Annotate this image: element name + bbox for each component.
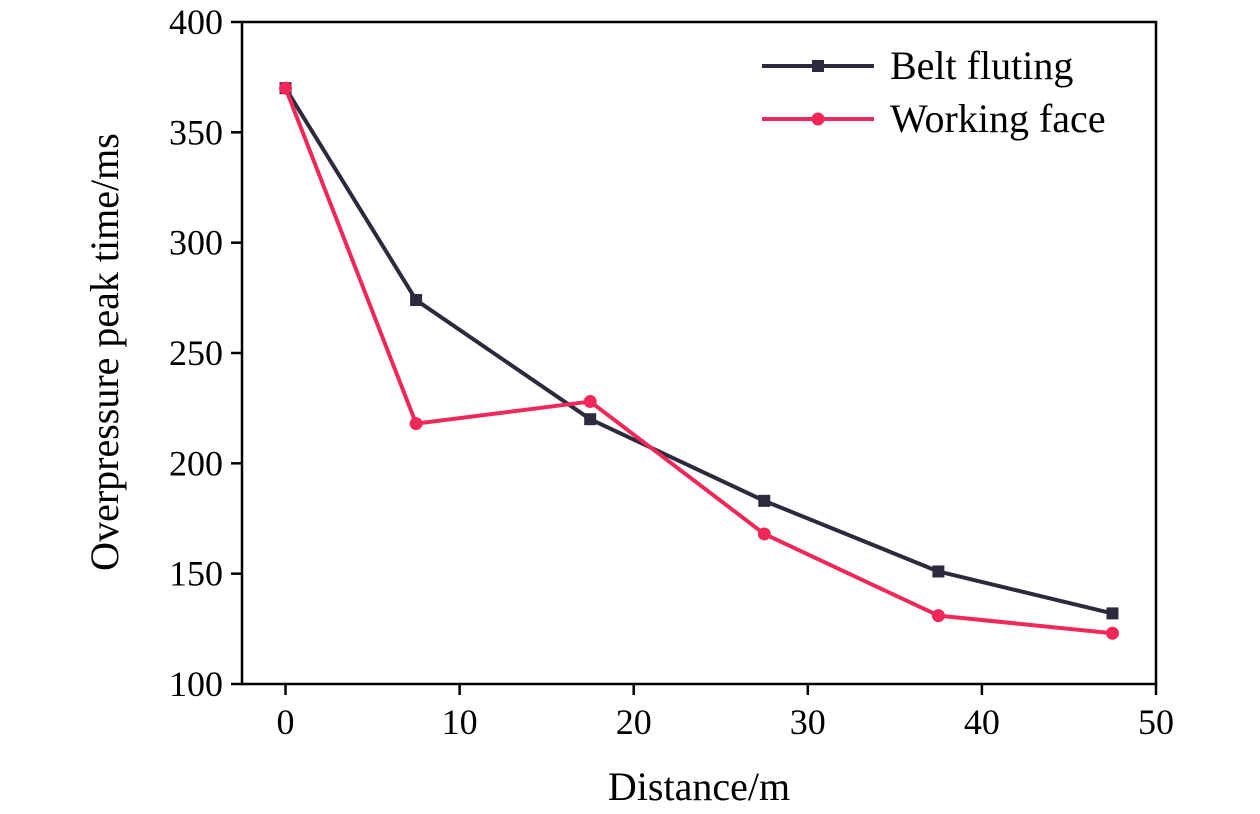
- y-tick-label: 250: [169, 333, 223, 373]
- legend-swatch-marker: [812, 60, 824, 72]
- legend-swatch-marker: [811, 112, 825, 126]
- y-axis-title: Overpressure peak time/ms: [82, 133, 127, 571]
- data-point: [410, 294, 423, 307]
- legend-label: Belt fluting: [890, 43, 1073, 88]
- y-axis: 100 150 200 250 300 350 400: [169, 2, 242, 704]
- legend-item: Belt fluting: [762, 43, 1073, 88]
- y-tick-label: 350: [169, 112, 223, 152]
- y-tick-label: 200: [169, 443, 223, 483]
- y-tick-label: 400: [169, 2, 223, 42]
- x-axis: 0 10 20 30 40 50: [277, 684, 1174, 742]
- x-tick-label: 50: [1138, 702, 1174, 742]
- x-axis-title: Distance/m: [608, 764, 790, 809]
- x-tick-label: 40: [964, 702, 1000, 742]
- x-tick-label: 10: [442, 702, 478, 742]
- series-line: [283, 87, 1113, 636]
- data-point: [583, 395, 597, 409]
- legend-label: Working face: [890, 96, 1106, 141]
- y-tick-label: 150: [169, 554, 223, 594]
- data-point: [1105, 626, 1119, 640]
- data-point: [757, 527, 771, 541]
- x-tick-label: 20: [616, 702, 652, 742]
- series-line: [283, 87, 1113, 616]
- series-working-face: [279, 81, 1119, 640]
- y-tick-label: 300: [169, 223, 223, 263]
- data-point: [932, 565, 945, 578]
- series-belt-fluting: [279, 82, 1119, 620]
- legend-item: Working face: [762, 96, 1106, 141]
- data-point: [931, 609, 945, 623]
- data-point: [279, 81, 293, 95]
- x-tick-label: 0: [277, 702, 295, 742]
- legend: Belt fluting Working face: [762, 43, 1106, 141]
- x-tick-label: 30: [790, 702, 826, 742]
- data-point: [584, 413, 597, 426]
- data-point: [758, 494, 771, 507]
- data-point: [1106, 607, 1119, 620]
- y-tick-label: 100: [169, 664, 223, 704]
- data-point: [409, 417, 423, 431]
- series-layer: [279, 81, 1119, 640]
